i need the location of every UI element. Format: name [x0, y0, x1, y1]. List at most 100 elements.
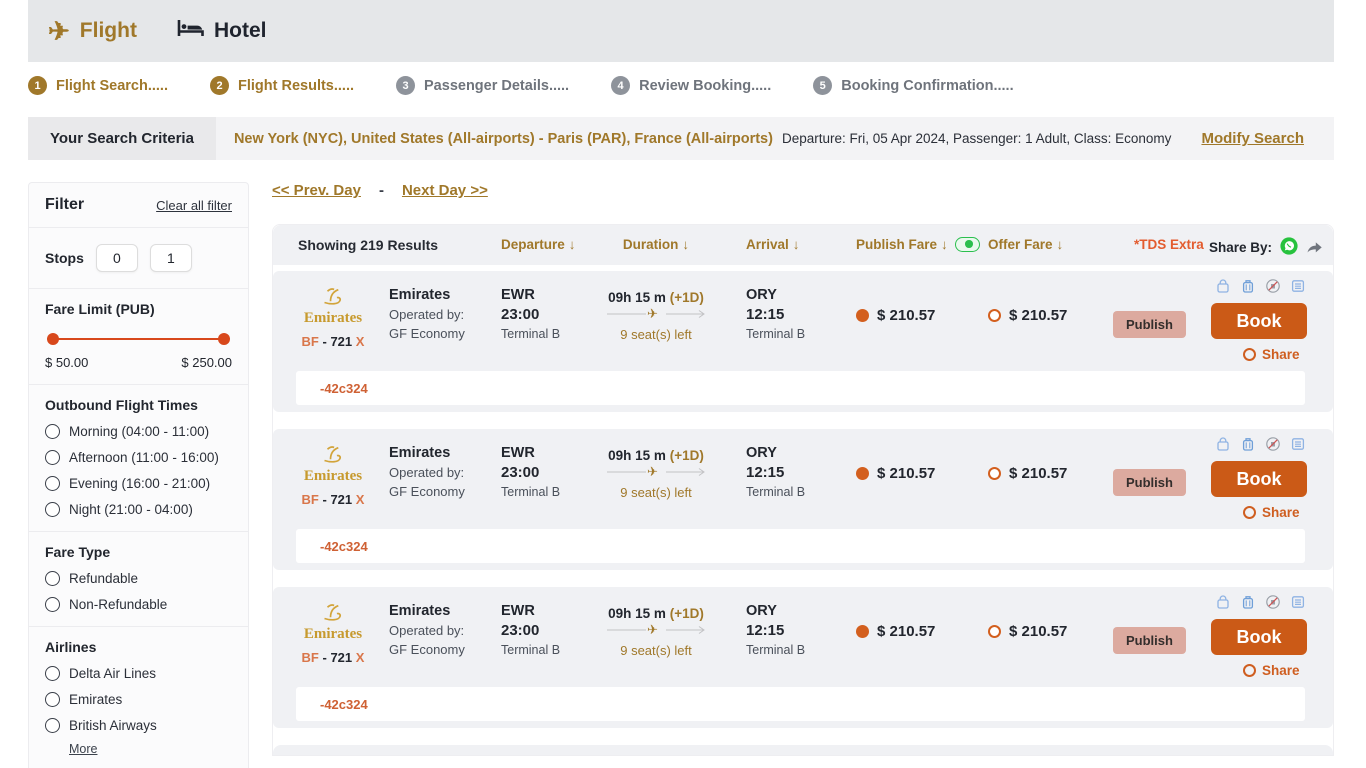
- not-allowed-icon[interactable]: [1265, 278, 1281, 294]
- slider-handle-max[interactable]: [218, 333, 230, 345]
- fare-rules-icon[interactable]: [1290, 594, 1306, 610]
- handbag-icon[interactable]: [1215, 278, 1231, 294]
- step-review-booking: 4 Review Booking.....: [611, 76, 771, 95]
- fare-limit-filter: Fare Limit (PUB) $ 50.00 $ 250.00: [29, 289, 248, 385]
- offer-fare-radio[interactable]: [988, 625, 1001, 638]
- share-option[interactable]: Share: [1243, 347, 1300, 362]
- results-list: Showing 219 Results Departure ↓ Duration ↓…: [272, 224, 1334, 756]
- share-label: Share: [1262, 663, 1300, 678]
- fare-limit-min: $ 50.00: [45, 355, 89, 370]
- share-forward-icon[interactable]: [1306, 239, 1323, 257]
- step-label: Booking Confirmation.....: [841, 77, 1014, 94]
- flight-code-prefix: BF: [301, 334, 319, 349]
- luggage-icon[interactable]: [1240, 436, 1256, 452]
- refundable-option[interactable]: Refundable: [45, 571, 232, 586]
- outbound-afternoon-option[interactable]: Afternoon (11:00 - 16:00): [45, 450, 232, 465]
- publish-fare-radio[interactable]: [856, 467, 869, 480]
- flight-code: BF - 721 X: [296, 492, 370, 507]
- airline-british-airways-option[interactable]: British Airways: [45, 718, 232, 733]
- radio-icon: [45, 571, 60, 586]
- offer-fare-radio[interactable]: [988, 467, 1001, 480]
- day-nav-separator: -: [378, 182, 384, 199]
- option-label: Evening (16:00 - 21:00): [69, 476, 211, 491]
- not-allowed-icon[interactable]: [1265, 436, 1281, 452]
- airlines-more-link[interactable]: More: [69, 742, 98, 756]
- non-refundable-option[interactable]: Non-Refundable: [45, 597, 232, 612]
- book-button[interactable]: Book: [1211, 619, 1307, 655]
- airline-delta-option[interactable]: Delta Air Lines: [45, 666, 232, 681]
- fare-basis-strip: -42c324: [296, 529, 1305, 563]
- clear-all-filter-link[interactable]: Clear all filter: [156, 197, 232, 213]
- share-option[interactable]: Share: [1243, 663, 1300, 678]
- prev-day-link[interactable]: << Prev. Day: [272, 182, 361, 199]
- stops-option-0[interactable]: 0: [95, 244, 138, 272]
- share-option[interactable]: Share: [1243, 505, 1300, 520]
- operated-by-label: Operated by:: [389, 623, 465, 638]
- filter-sidebar: Filter Clear all filter Stops 0 1 Fare L…: [28, 182, 249, 768]
- book-button[interactable]: Book: [1211, 461, 1307, 497]
- step-flight-search[interactable]: 1 Flight Search.....: [28, 76, 168, 95]
- step-number: 1: [28, 76, 47, 95]
- tab-hotel[interactable]: Hotel: [177, 19, 266, 43]
- airline-name: Emirates: [389, 603, 451, 619]
- slider-handle-min[interactable]: [47, 333, 59, 345]
- flight-cards: Emirates BF - 721 X Emirates Operated by…: [273, 271, 1333, 728]
- duration-info: 09h 15 m (+1D) ✈ 9 seat(s) left: [598, 448, 714, 500]
- publish-fare-radio[interactable]: [856, 309, 869, 322]
- flight-code: BF - 721 X: [296, 650, 370, 665]
- publish-fare-value: $ 210.57: [877, 465, 936, 482]
- publish-fare-radio[interactable]: [856, 625, 869, 638]
- tab-flight[interactable]: ✈ Flight: [48, 18, 137, 44]
- stops-option-1[interactable]: 1: [149, 244, 192, 272]
- not-allowed-icon[interactable]: [1265, 594, 1281, 610]
- arrival-airport: ORY: [746, 445, 777, 461]
- step-label: Flight Results.....: [238, 77, 355, 94]
- handbag-icon[interactable]: [1215, 436, 1231, 452]
- airline-emirates-option[interactable]: Emirates: [45, 692, 232, 707]
- handbag-icon[interactable]: [1215, 594, 1231, 610]
- step-flight-results[interactable]: 2 Flight Results.....: [210, 76, 354, 95]
- outbound-night-option[interactable]: Night (21:00 - 04:00): [45, 502, 232, 517]
- publish-fare: $ 210.57: [856, 623, 935, 640]
- offer-fare-toggle[interactable]: [955, 237, 980, 252]
- publish-button[interactable]: Publish: [1113, 469, 1186, 496]
- flight-tab-label: Flight: [79, 19, 137, 42]
- duration-info: 09h 15 m (+1D) ✈ 9 seat(s) left: [598, 290, 714, 342]
- emirates-calligraphy-icon: [323, 446, 341, 463]
- luggage-icon[interactable]: [1240, 594, 1256, 610]
- duration-info: 09h 15 m (+1D) ✈ 9 seat(s) left: [598, 606, 714, 658]
- fare-limit-slider[interactable]: [47, 333, 230, 345]
- sort-publish-fare[interactable]: Publish Fare ↓: [856, 237, 948, 252]
- radio-icon: [45, 597, 60, 612]
- sort-offer-fare[interactable]: Offer Fare ↓: [988, 237, 1064, 252]
- modify-search-link[interactable]: Modify Search: [1201, 130, 1304, 147]
- sort-duration[interactable]: Duration ↓: [622, 237, 690, 252]
- publish-button[interactable]: Publish: [1113, 627, 1186, 654]
- flight-code-number: - 721: [322, 650, 353, 665]
- day-navigation: << Prev. Day - Next Day >>: [272, 182, 1334, 199]
- radio-icon: [45, 450, 60, 465]
- next-day-link[interactable]: Next Day >>: [401, 182, 488, 199]
- airline-logo-text: Emirates: [303, 310, 363, 326]
- fare-rules-icon[interactable]: [1290, 436, 1306, 452]
- airline-logo-text: Emirates: [303, 468, 363, 484]
- sort-down-icon: ↓: [1056, 237, 1064, 252]
- outbound-morning-option[interactable]: Morning (04:00 - 11:00): [45, 424, 232, 439]
- arrival-info: ORY 12:15 Terminal B: [746, 445, 805, 499]
- sort-departure[interactable]: Departure ↓: [501, 237, 576, 252]
- offer-fare-value: $ 210.57: [1009, 623, 1068, 640]
- luggage-icon[interactable]: [1240, 278, 1256, 294]
- duration-value: 09h 15 m: [608, 606, 666, 621]
- operated-by-label: Operated by:: [389, 465, 465, 480]
- departure-airport: EWR: [501, 445, 535, 461]
- step-label: Passenger Details.....: [424, 77, 570, 94]
- book-button[interactable]: Book: [1211, 303, 1307, 339]
- slider-track: [51, 338, 226, 340]
- sort-arrival[interactable]: Arrival ↓: [746, 237, 800, 252]
- publish-button[interactable]: Publish: [1113, 311, 1186, 338]
- offer-fare-radio[interactable]: [988, 309, 1001, 322]
- whatsapp-icon[interactable]: [1280, 237, 1298, 258]
- fare-rules-icon[interactable]: [1290, 278, 1306, 294]
- stops-filter: Stops 0 1: [29, 228, 248, 289]
- outbound-evening-option[interactable]: Evening (16:00 - 21:00): [45, 476, 232, 491]
